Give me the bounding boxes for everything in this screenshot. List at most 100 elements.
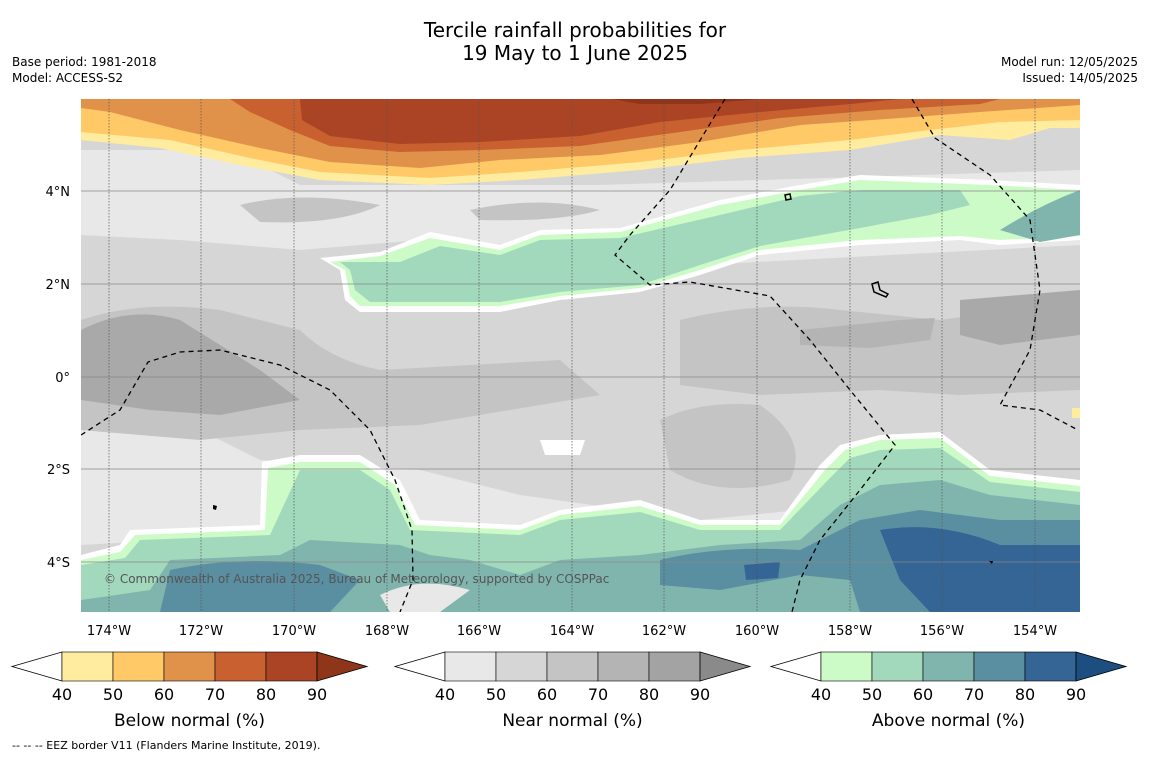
- colorbar-arrow-low: [769, 651, 822, 682]
- colorbar-arrow-high: [1075, 651, 1128, 682]
- colorbar-arrow-low: [393, 651, 446, 682]
- colorbar-cell: [546, 651, 599, 682]
- colorbar-tick: 80: [639, 685, 659, 704]
- near-normal-80-east: [960, 290, 1080, 345]
- colorbar-tick: 40: [435, 685, 455, 704]
- lon-label: 158°W: [828, 624, 872, 639]
- title-line-2: 19 May to 1 June 2025: [462, 41, 688, 65]
- above-normal-50-north: [340, 190, 970, 302]
- colorbar-title: Below normal (%): [114, 711, 265, 731]
- below-normal-40-patch: [1072, 408, 1080, 418]
- colorbar-cell: [444, 651, 497, 682]
- colorbar-arrow-low: [10, 651, 63, 682]
- colorbar-tick: 60: [913, 685, 933, 704]
- lat-label: 4°S: [47, 556, 70, 571]
- colorbar-cell: [820, 651, 873, 682]
- colorbar-tick: 40: [52, 685, 72, 704]
- latitude-labels: 4°N 2°N 0° 2°S 4°S: [46, 185, 71, 571]
- colorbar-arrow-high: [699, 651, 752, 682]
- colorbar-tick: 80: [1015, 685, 1035, 704]
- copyright-credit: © Commonwealth of Australia 2025, Bureau…: [104, 572, 610, 586]
- colorbar-tick: 50: [486, 685, 506, 704]
- lat-label: 4°N: [46, 185, 71, 200]
- island-outline-2: [871, 281, 890, 298]
- colorbar-tick: 90: [307, 685, 327, 704]
- lon-label: 164°W: [550, 624, 594, 639]
- longitude-labels: 174°W 172°W 170°W 168°W 166°W 164°W 162°W 160°W…: [87, 624, 1057, 639]
- above-normal-70-sw: [160, 561, 360, 612]
- colorbar-cell: [61, 651, 114, 682]
- run-info: Model run: 12/05/2025 Issued: 14/05/2025: [1001, 54, 1138, 86]
- below-normal-90-patch: [612, 99, 760, 104]
- colorbar-cell: [214, 651, 267, 682]
- below-normal-80-band: [300, 99, 900, 144]
- title-line-1: Tercile rainfall probabilities for: [423, 18, 727, 42]
- colorbar-cell: [871, 651, 924, 682]
- colorbar-tick: 80: [256, 685, 276, 704]
- lon-label: 160°W: [735, 624, 779, 639]
- above-normal-60-ne: [1000, 190, 1080, 242]
- colorbar-cell: [597, 651, 650, 682]
- lon-label: 166°W: [457, 624, 501, 639]
- lon-label: 156°W: [920, 624, 964, 639]
- above-normal-80-se: [880, 527, 1080, 612]
- colorbar-tick: 50: [862, 685, 882, 704]
- base-period: Base period: 1981-2018: [12, 55, 157, 69]
- colorbar-cell: [495, 651, 548, 682]
- colorbar-tick: 60: [537, 685, 557, 704]
- near-normal-60-central: [660, 404, 796, 488]
- colorbar-cell: [112, 651, 165, 682]
- colorbar-tick: 90: [1066, 685, 1086, 704]
- white-patch: [540, 440, 585, 455]
- lat-label: 2°N: [46, 278, 71, 293]
- colorbar-tick: 90: [690, 685, 710, 704]
- near-normal-80-west: [81, 314, 300, 415]
- eez-border-kiribati: [614, 99, 896, 612]
- model-run: Model run: 12/05/2025: [1000, 55, 1138, 69]
- map-title: Tercile rainfall probabilities for 19 Ma…: [0, 19, 1150, 65]
- colorbar-tick: 70: [205, 685, 225, 704]
- lat-label: 2°S: [47, 463, 70, 478]
- eez-border-east: [911, 99, 1079, 431]
- model-info: Base period: 1981-2018 Model: ACCESS-S2: [12, 54, 157, 86]
- colorbar-1: 40 50 60 70 80 90 Below normal (%): [10, 651, 369, 731]
- island-outline: [784, 193, 792, 201]
- colorbar-cell: [922, 651, 975, 682]
- lon-label: 172°W: [179, 624, 223, 639]
- near-normal-70-east: [800, 318, 935, 348]
- colorbar-tick: 70: [964, 685, 984, 704]
- colorbar-2: 40 50 60 70 80 90 Near normal (%): [393, 651, 752, 731]
- colorbar-title: Near normal (%): [502, 711, 642, 731]
- probability-map: [81, 99, 1080, 612]
- eez-border-tokelau: [81, 349, 414, 612]
- lon-label: 174°W: [87, 624, 131, 639]
- colorbar-3: 40 50 60 70 80 90 Above normal (%): [769, 651, 1128, 731]
- eez-footnote: -- -- -- EEZ border V11 (Flanders Marine…: [12, 739, 321, 752]
- colorbar-tick: 70: [588, 685, 608, 704]
- lon-label: 170°W: [272, 624, 316, 639]
- colorbar-tick: 60: [154, 685, 174, 704]
- colorbar-legends: 40 50 60 70 80 90 Below normal (%) 40 50 60 70 80 90…: [10, 651, 1128, 731]
- lon-label: 154°W: [1013, 624, 1057, 639]
- lon-label: 162°W: [642, 624, 686, 639]
- issued-date: Issued: 14/05/2025: [1022, 71, 1138, 85]
- island-dot-2: [989, 561, 993, 564]
- lat-label: 0°: [55, 371, 70, 386]
- colorbar-cell: [1024, 651, 1077, 682]
- colorbar-title: Above normal (%): [872, 711, 1025, 731]
- colorbar-cell: [648, 651, 701, 682]
- lon-label: 168°W: [365, 624, 409, 639]
- gridlines: [81, 99, 1080, 612]
- colorbar-tick: 50: [103, 685, 123, 704]
- near-normal-60-patch-2: [470, 202, 600, 221]
- colorbar-cell: [973, 651, 1026, 682]
- colorbar-cell: [265, 651, 318, 682]
- above-normal-80-patch: [744, 562, 780, 580]
- colorbar-cell: [163, 651, 216, 682]
- near-normal-60-patch: [240, 197, 380, 223]
- island-dot: [213, 505, 217, 510]
- colorbar-tick: 40: [811, 685, 831, 704]
- model-name: Model: ACCESS-S2: [12, 71, 124, 85]
- colorbar-arrow-high: [316, 651, 369, 682]
